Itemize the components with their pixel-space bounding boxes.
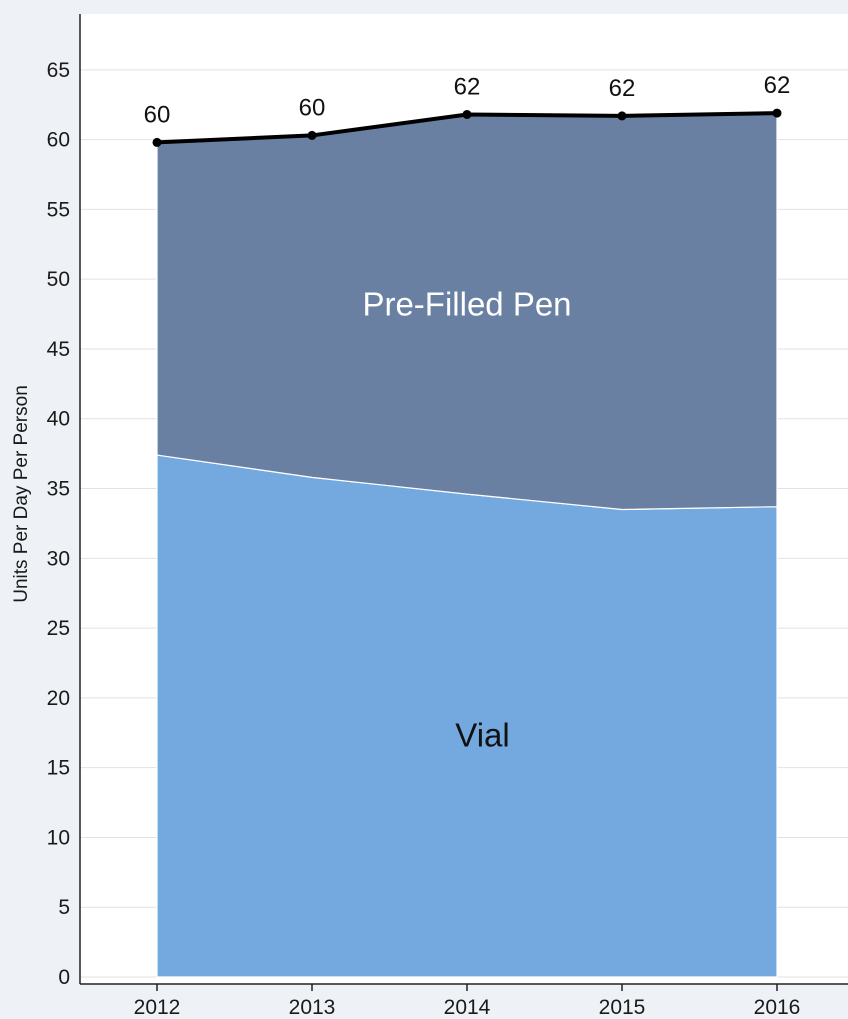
y-tick-label: 60 xyxy=(47,129,70,152)
x-tick-label: 2012 xyxy=(134,996,181,1019)
total-data-label: 62 xyxy=(454,73,481,100)
y-tick-label: 20 xyxy=(47,687,70,710)
total-point xyxy=(307,130,317,140)
x-tick-labels: 2012 2013 2014 2015 2016 xyxy=(134,984,801,1019)
total-line-group: 60 60 62 62 62 xyxy=(144,72,791,147)
axes xyxy=(79,14,848,985)
y-tick-label: 40 xyxy=(47,408,70,431)
x-tick-label: 2016 xyxy=(754,996,801,1019)
y-tick-label: 10 xyxy=(47,826,70,849)
y-tick-label: 15 xyxy=(47,757,70,780)
x-tick-label: 2013 xyxy=(289,996,336,1019)
area-label-pre-filled-pen: Pre-Filled Pen xyxy=(362,285,571,322)
y-tick-label: 50 xyxy=(47,268,70,291)
y-tick-label: 5 xyxy=(58,896,70,919)
total-data-label: 60 xyxy=(144,101,171,128)
y-tick-labels: 0 5 10 15 20 25 30 35 40 45 50 55 60 65 xyxy=(47,59,70,989)
total-point xyxy=(462,109,472,119)
total-point xyxy=(772,108,782,118)
total-data-label: 60 xyxy=(299,94,326,121)
y-axis-label: Units Per Day Per Person xyxy=(11,385,32,603)
y-tick-label: 30 xyxy=(47,547,70,570)
total-data-label: 62 xyxy=(764,72,791,99)
stacked-areas xyxy=(156,112,778,978)
y-tick-label: 55 xyxy=(47,198,70,221)
total-data-label: 62 xyxy=(609,75,636,102)
area-label-vial: Vial xyxy=(455,717,509,754)
x-tick-label: 2014 xyxy=(444,996,491,1019)
y-tick-label: 35 xyxy=(47,478,70,501)
y-tick-label: 0 xyxy=(58,966,70,989)
y-tick-label: 45 xyxy=(47,338,70,361)
x-tick-label: 2015 xyxy=(599,996,646,1019)
y-tick-label: 25 xyxy=(47,617,70,640)
y-tick-label: 65 xyxy=(47,59,70,82)
area-labels: Vial Pre-Filled Pen xyxy=(362,285,571,753)
total-point xyxy=(617,111,627,121)
total-point xyxy=(152,137,162,147)
